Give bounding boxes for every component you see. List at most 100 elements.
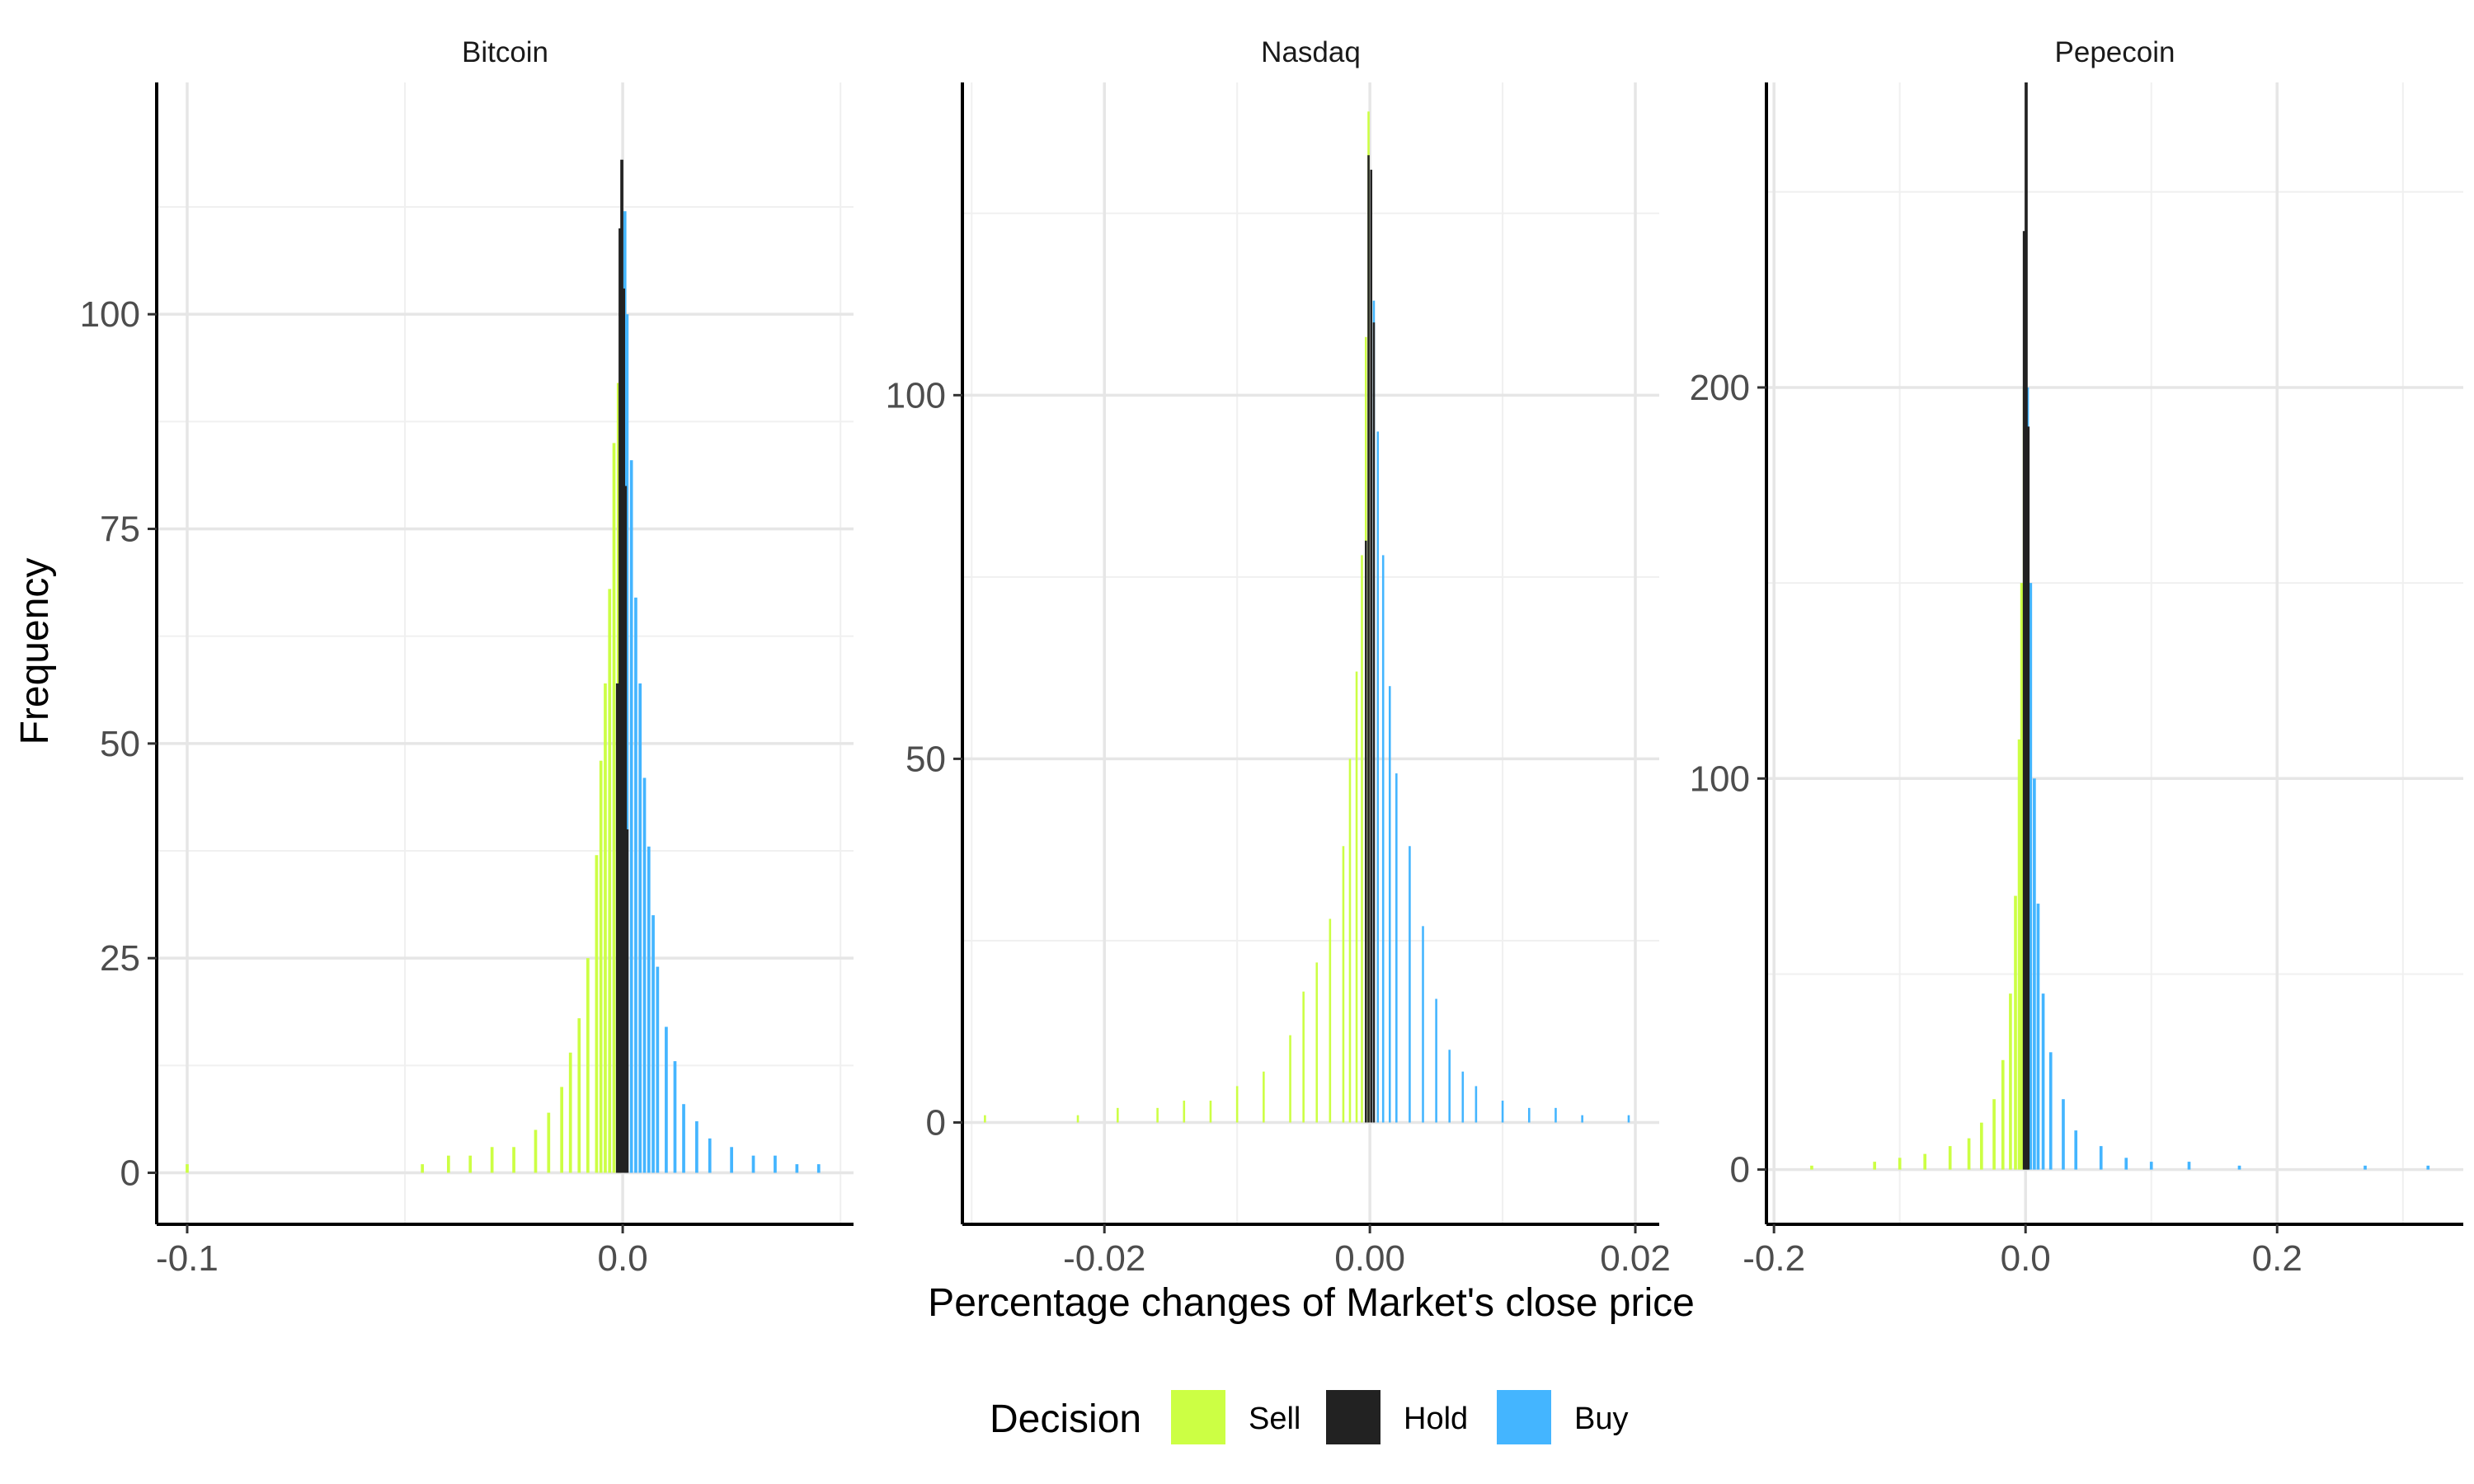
bar-buy [2029,583,2033,1170]
bar-sell [1183,1101,1186,1123]
bar-buy [1581,1115,1583,1123]
bar-buy [774,1155,777,1173]
panels: Bitcoin 0 25 50 75 100 -0.1 0.0 Nasdaq 0 50 100 -0.0… [80,36,2463,1279]
bar-sell [447,1155,450,1173]
bar-buy [1422,926,1424,1123]
y-tick-label: 100 [1690,758,1750,799]
bar-sell [1156,1107,1159,1123]
bar-buy [2426,1165,2430,1170]
bar-buy [1501,1101,1504,1123]
bar-hold [1370,169,1373,1123]
bar-sell [560,1087,564,1173]
legend-label-buy: Buy [1574,1402,1628,1436]
bar-sell [1302,991,1305,1123]
x-tick-label: 0.00 [1334,1238,1405,1279]
legend-key-hold [1326,1390,1380,1444]
legend-key-sell [1171,1390,1225,1444]
bar-buy [1475,1086,1478,1123]
bar-buy [665,1026,668,1173]
bar-sell [1315,962,1319,1123]
legend-key-buy [1497,1390,1551,1444]
bar-sell [586,958,590,1173]
bar-buy [2033,778,2036,1170]
bar-sell [604,683,607,1173]
bar-sell [1979,1122,1983,1170]
bar-hold [1372,322,1376,1123]
bar-sell [547,1112,551,1173]
bar-hold [1367,155,1370,1123]
bar-buy [625,314,629,1173]
bar-hold [623,486,628,1173]
bar-hold [625,829,629,1173]
bar-sell [490,1147,494,1173]
y-axis-title: Frequency [13,558,57,745]
bar-buy [656,966,660,1173]
x-tick-label: -0.02 [1063,1238,1145,1279]
bar-buy [682,1104,685,1173]
x-tick-label: 0.02 [1600,1238,1671,1279]
panel-bitcoin: Bitcoin 0 25 50 75 100 -0.1 0.0 [80,36,854,1279]
bar-sell [1342,846,1345,1123]
bar-sell [1289,1035,1291,1123]
bar-buy [634,597,637,1173]
bar-buy [730,1147,733,1173]
bar-sell [2009,993,2012,1170]
bar-sell [2017,739,2021,1170]
bar-buy [2036,904,2040,1170]
bar-hold [2025,82,2028,1170]
bar-buy [1395,773,1398,1123]
x-tick-label: 0.0 [598,1238,648,1279]
bar-buy [2099,1146,2103,1170]
bar-sell [1117,1107,1119,1123]
y-tick-label: 50 [905,739,946,779]
bar-buy [673,1061,677,1173]
x-tick-label: 0.2 [2252,1238,2302,1279]
panel-nasdaq: Nasdaq 0 50 100 -0.02 0.00 0.02 [886,36,1671,1279]
bar-sell [2020,583,2024,1170]
bar-sell [1263,1071,1265,1123]
bar-hold [615,683,619,1173]
bar-sell [1209,1101,1212,1123]
bar-buy [2074,1130,2078,1170]
bar-buy [2363,1165,2367,1170]
bar-buy [751,1155,755,1173]
x-axis-title: Percentage changes of Market's close pri… [928,1281,1695,1325]
bar-sell [2014,895,2017,1170]
bar-sell [1948,1146,1952,1170]
panel-pepecoin: Pepecoin 0 100 200 -0.2 0.0 0.2 [1690,36,2463,1279]
bar-buy [2149,1162,2153,1170]
legend: Decision Sell Hold Buy [990,1390,1628,1444]
y-tick-label: 25 [100,938,140,979]
bar-hold [620,159,623,1173]
x-tick-label: 0.0 [2001,1238,2051,1279]
y-tick-label: 200 [1690,368,1750,408]
bar-buy [1627,1115,1630,1123]
bar-sell [1355,671,1358,1123]
bar-hold [618,228,622,1173]
bar-sell [1235,1086,1239,1123]
bar-hold [2022,231,2026,1170]
bar-sell [612,443,616,1173]
y-tick-label: 0 [120,1153,140,1194]
bar-sell [421,1164,425,1173]
y-tick-label: 100 [886,375,946,416]
bar-sell [984,1115,986,1123]
panel-title-nasdaq: Nasdaq [1261,36,1361,68]
bar-sell [1361,555,1363,1123]
bar-buy [1409,846,1411,1123]
bar-buy [642,777,647,1173]
bar-sell [1923,1153,1927,1170]
y-tick-label: 100 [80,294,140,335]
bar-sell [1076,1115,1079,1123]
bar-buy [651,915,655,1173]
bar-hold [622,288,625,1173]
bar-buy [2041,993,2045,1170]
bar-buy [816,1164,821,1173]
bar-buy [1376,431,1380,1123]
bar-buy [708,1138,712,1173]
bar-buy [2062,1099,2065,1170]
bar-hold [1365,540,1367,1123]
bar-buy [795,1164,799,1173]
bar-sell [2001,1059,2005,1170]
x-tick-label: -0.2 [1743,1238,1805,1279]
